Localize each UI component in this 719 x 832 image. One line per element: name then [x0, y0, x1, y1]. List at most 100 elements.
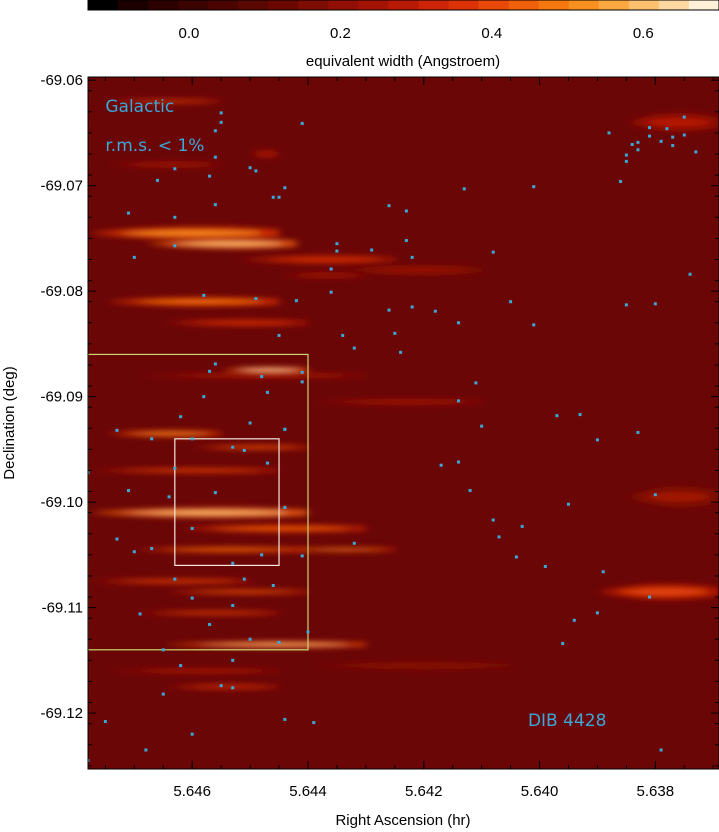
emission-streak [105, 162, 222, 168]
star-marker [260, 375, 264, 379]
star-marker [231, 561, 235, 565]
star-marker [578, 413, 582, 417]
star-marker [671, 144, 675, 148]
emission-streak [250, 150, 280, 158]
streak-core [122, 100, 210, 103]
star-marker [653, 493, 657, 497]
star-marker [601, 570, 605, 574]
streak-core [122, 163, 210, 166]
star-marker [335, 249, 339, 253]
star-marker [271, 583, 275, 587]
emission-streak [88, 226, 280, 240]
star-marker [665, 127, 669, 131]
emission-streak [105, 297, 280, 307]
star-marker [248, 166, 252, 170]
star-marker [173, 167, 177, 171]
emission-streak [279, 272, 366, 278]
star-marker [648, 595, 652, 599]
star-marker [81, 252, 84, 255]
colorbar-segment [448, 0, 480, 10]
star-marker [636, 430, 640, 434]
annotation-text: r.m.s. < 1% [105, 136, 204, 156]
x-tick-label: 5.642 [405, 783, 443, 800]
star-marker [456, 399, 460, 403]
star-marker [254, 297, 258, 301]
star-marker [329, 290, 333, 294]
star-marker [127, 489, 131, 493]
streak-core [112, 580, 234, 583]
streak-core [156, 611, 265, 614]
colorbar-segment [268, 0, 299, 10]
region-boxes [88, 353, 309, 651]
star-marker [173, 577, 177, 581]
star-marker [653, 302, 657, 306]
star-marker [248, 637, 252, 641]
streak-core [131, 299, 262, 304]
emission-streaks [88, 99, 719, 690]
streak-core [292, 274, 358, 277]
star-marker [456, 460, 460, 464]
star-marker [497, 535, 501, 539]
emission-streak [105, 668, 280, 674]
colorbar-tick-label: 0.4 [481, 25, 502, 42]
star-marker [532, 185, 536, 189]
y-axis: -69.06 -69.07 -69.08 -69.09 -69.10 -69.11 -69.… [40, 72, 719, 767]
star-marker [190, 732, 194, 736]
streak-core [358, 267, 468, 273]
star-marker [329, 267, 333, 271]
colorbar-segment [628, 0, 660, 10]
annotations: Galactic r.m.s. < 1% DIB 4428 [105, 97, 606, 731]
star-marker [283, 505, 287, 509]
emission-streak [163, 589, 308, 594]
star-marker [277, 640, 281, 644]
star-marker [179, 415, 183, 419]
star-marker [682, 115, 686, 119]
star-marker [179, 664, 183, 668]
colorbar-segment [688, 0, 719, 10]
x-axis-label: Right Ascension (hr) [335, 812, 470, 829]
star-marker [88, 759, 90, 763]
star-marker [231, 686, 235, 690]
colorbar-segment [328, 0, 359, 10]
star-marker [636, 148, 640, 152]
heatmap-area: Galactic r.m.s. < 1% DIB 4428 [81, 77, 719, 769]
colorbar-segment [388, 0, 420, 10]
streak-core [208, 526, 348, 531]
star-marker [161, 648, 165, 652]
streak-core [640, 117, 710, 127]
star-marker [399, 350, 403, 354]
colorbar-segment [598, 0, 630, 10]
star-marker [648, 134, 652, 138]
star-marker [572, 618, 576, 622]
star-marker [694, 150, 698, 154]
star-marker [155, 178, 159, 182]
colorbar-segment [508, 0, 540, 10]
star-marker [607, 131, 611, 135]
x-tick-label: 5.646 [173, 783, 211, 800]
y-tick-label: -69.11 [42, 600, 83, 617]
star-marker [144, 748, 148, 752]
star-marker [213, 362, 217, 366]
star-marker [410, 255, 414, 259]
emission-streak [307, 661, 511, 670]
star-marker [410, 305, 414, 309]
star-marker [173, 466, 177, 470]
star-marker [561, 641, 565, 645]
star-marker [352, 541, 356, 545]
colorbar-segment [568, 0, 600, 10]
colorbar-segment [358, 0, 389, 10]
star-marker [231, 603, 235, 607]
streak-core [184, 590, 294, 593]
star-marker [491, 250, 495, 254]
star-marker [474, 381, 478, 385]
y-tick-label: -69.12 [40, 705, 83, 722]
y-axis-label: Declination (deg) [1, 366, 18, 479]
streak-core [296, 548, 384, 551]
star-marker [543, 564, 547, 568]
star-marker [167, 495, 171, 499]
y-tick-label: -69.06 [40, 72, 83, 89]
colorbar-frame [87, 0, 719, 11]
annotation-text: Galactic [105, 97, 174, 117]
streak-core [116, 469, 260, 472]
